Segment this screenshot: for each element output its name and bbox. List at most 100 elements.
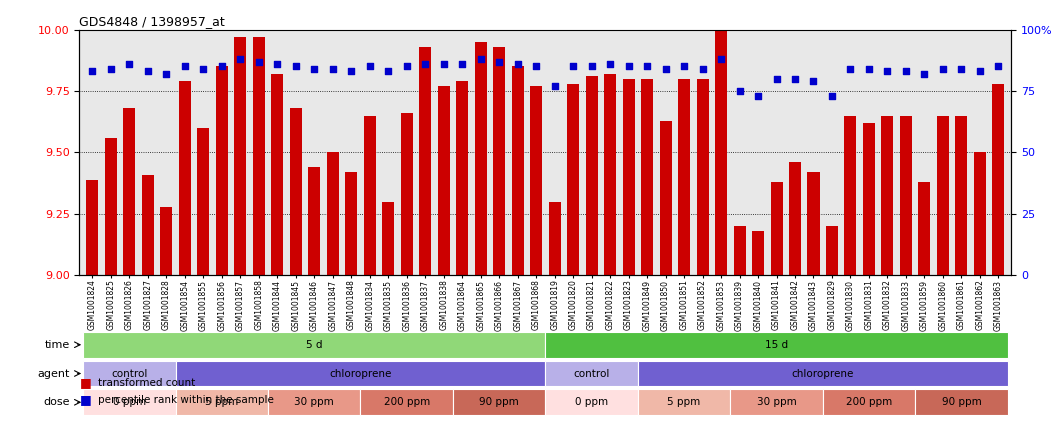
Bar bbox=[437, 86, 450, 275]
Point bbox=[713, 56, 730, 63]
Text: 30 ppm: 30 ppm bbox=[756, 397, 796, 407]
Point bbox=[768, 75, 785, 82]
Point bbox=[897, 68, 914, 75]
Point bbox=[916, 71, 933, 77]
Bar bbox=[604, 74, 616, 275]
Text: time: time bbox=[44, 340, 70, 350]
Point bbox=[564, 63, 581, 70]
Point bbox=[380, 68, 397, 75]
Point bbox=[121, 60, 138, 67]
Point bbox=[676, 63, 693, 70]
Point bbox=[343, 68, 360, 75]
Bar bbox=[271, 74, 283, 275]
Bar bbox=[83, 332, 545, 358]
Point bbox=[602, 60, 618, 67]
Point bbox=[232, 56, 249, 63]
Bar bbox=[176, 360, 545, 387]
Bar bbox=[955, 115, 968, 275]
Text: 0 ppm: 0 ppm bbox=[113, 397, 146, 407]
Bar bbox=[474, 42, 487, 275]
Point bbox=[546, 83, 563, 90]
Bar bbox=[826, 226, 838, 275]
Text: chloroprene: chloroprene bbox=[329, 368, 392, 379]
Point bbox=[213, 63, 230, 70]
Point bbox=[971, 68, 988, 75]
Text: percentile rank within the sample: percentile rank within the sample bbox=[98, 395, 274, 405]
Text: ■: ■ bbox=[79, 393, 91, 406]
Text: 30 ppm: 30 ppm bbox=[294, 397, 335, 407]
Point bbox=[84, 68, 101, 75]
Bar bbox=[992, 84, 1004, 275]
Point bbox=[509, 60, 526, 67]
Text: 5 d: 5 d bbox=[306, 340, 323, 350]
Bar bbox=[382, 202, 394, 275]
Bar bbox=[697, 79, 708, 275]
Point bbox=[269, 60, 286, 67]
Point bbox=[934, 66, 951, 72]
Text: transformed count: transformed count bbox=[98, 378, 196, 388]
Text: 5 ppm: 5 ppm bbox=[205, 397, 238, 407]
Text: GDS4848 / 1398957_at: GDS4848 / 1398957_at bbox=[79, 16, 226, 28]
Text: dose: dose bbox=[43, 397, 70, 407]
Point bbox=[398, 63, 415, 70]
Bar bbox=[771, 182, 783, 275]
Bar bbox=[807, 172, 820, 275]
Bar bbox=[360, 389, 453, 415]
Bar bbox=[179, 81, 191, 275]
Bar bbox=[568, 84, 579, 275]
Point bbox=[417, 60, 434, 67]
Text: ■: ■ bbox=[79, 376, 91, 389]
Bar bbox=[363, 115, 376, 275]
Point bbox=[731, 88, 748, 94]
Bar bbox=[715, 30, 728, 275]
Bar bbox=[734, 226, 746, 275]
Bar bbox=[531, 86, 542, 275]
Point bbox=[787, 75, 804, 82]
Bar bbox=[863, 123, 875, 275]
Point bbox=[177, 63, 194, 70]
Point bbox=[750, 93, 767, 99]
Point bbox=[140, 68, 157, 75]
Point bbox=[861, 66, 878, 72]
Bar bbox=[900, 115, 912, 275]
Bar bbox=[419, 47, 431, 275]
Text: chloroprene: chloroprene bbox=[791, 368, 854, 379]
Bar bbox=[176, 389, 268, 415]
Bar bbox=[549, 202, 560, 275]
Bar bbox=[308, 167, 320, 275]
Point bbox=[584, 63, 600, 70]
Bar bbox=[160, 206, 173, 275]
Bar bbox=[638, 360, 1008, 387]
Point bbox=[879, 68, 896, 75]
Bar bbox=[545, 389, 638, 415]
Bar bbox=[83, 389, 176, 415]
Bar bbox=[915, 389, 1008, 415]
Point bbox=[639, 63, 656, 70]
Point bbox=[158, 71, 175, 77]
Bar bbox=[253, 37, 265, 275]
Bar bbox=[545, 332, 1008, 358]
Point bbox=[824, 93, 841, 99]
Bar bbox=[456, 81, 468, 275]
Text: agent: agent bbox=[38, 368, 70, 379]
Text: 200 ppm: 200 ppm bbox=[846, 397, 892, 407]
Bar bbox=[216, 66, 228, 275]
Bar bbox=[234, 37, 247, 275]
Bar bbox=[290, 108, 302, 275]
Point bbox=[195, 66, 212, 72]
Text: 5 ppm: 5 ppm bbox=[667, 397, 701, 407]
Bar bbox=[660, 121, 671, 275]
Point bbox=[490, 58, 507, 65]
Text: 15 d: 15 d bbox=[765, 340, 788, 350]
Point bbox=[805, 78, 822, 85]
Bar bbox=[641, 79, 653, 275]
Point bbox=[527, 63, 544, 70]
Bar bbox=[918, 182, 931, 275]
Bar bbox=[844, 115, 857, 275]
Bar bbox=[638, 389, 731, 415]
Bar bbox=[493, 47, 505, 275]
Bar bbox=[937, 115, 949, 275]
Text: 90 ppm: 90 ppm bbox=[941, 397, 982, 407]
Text: 200 ppm: 200 ppm bbox=[383, 397, 430, 407]
Bar bbox=[823, 389, 915, 415]
